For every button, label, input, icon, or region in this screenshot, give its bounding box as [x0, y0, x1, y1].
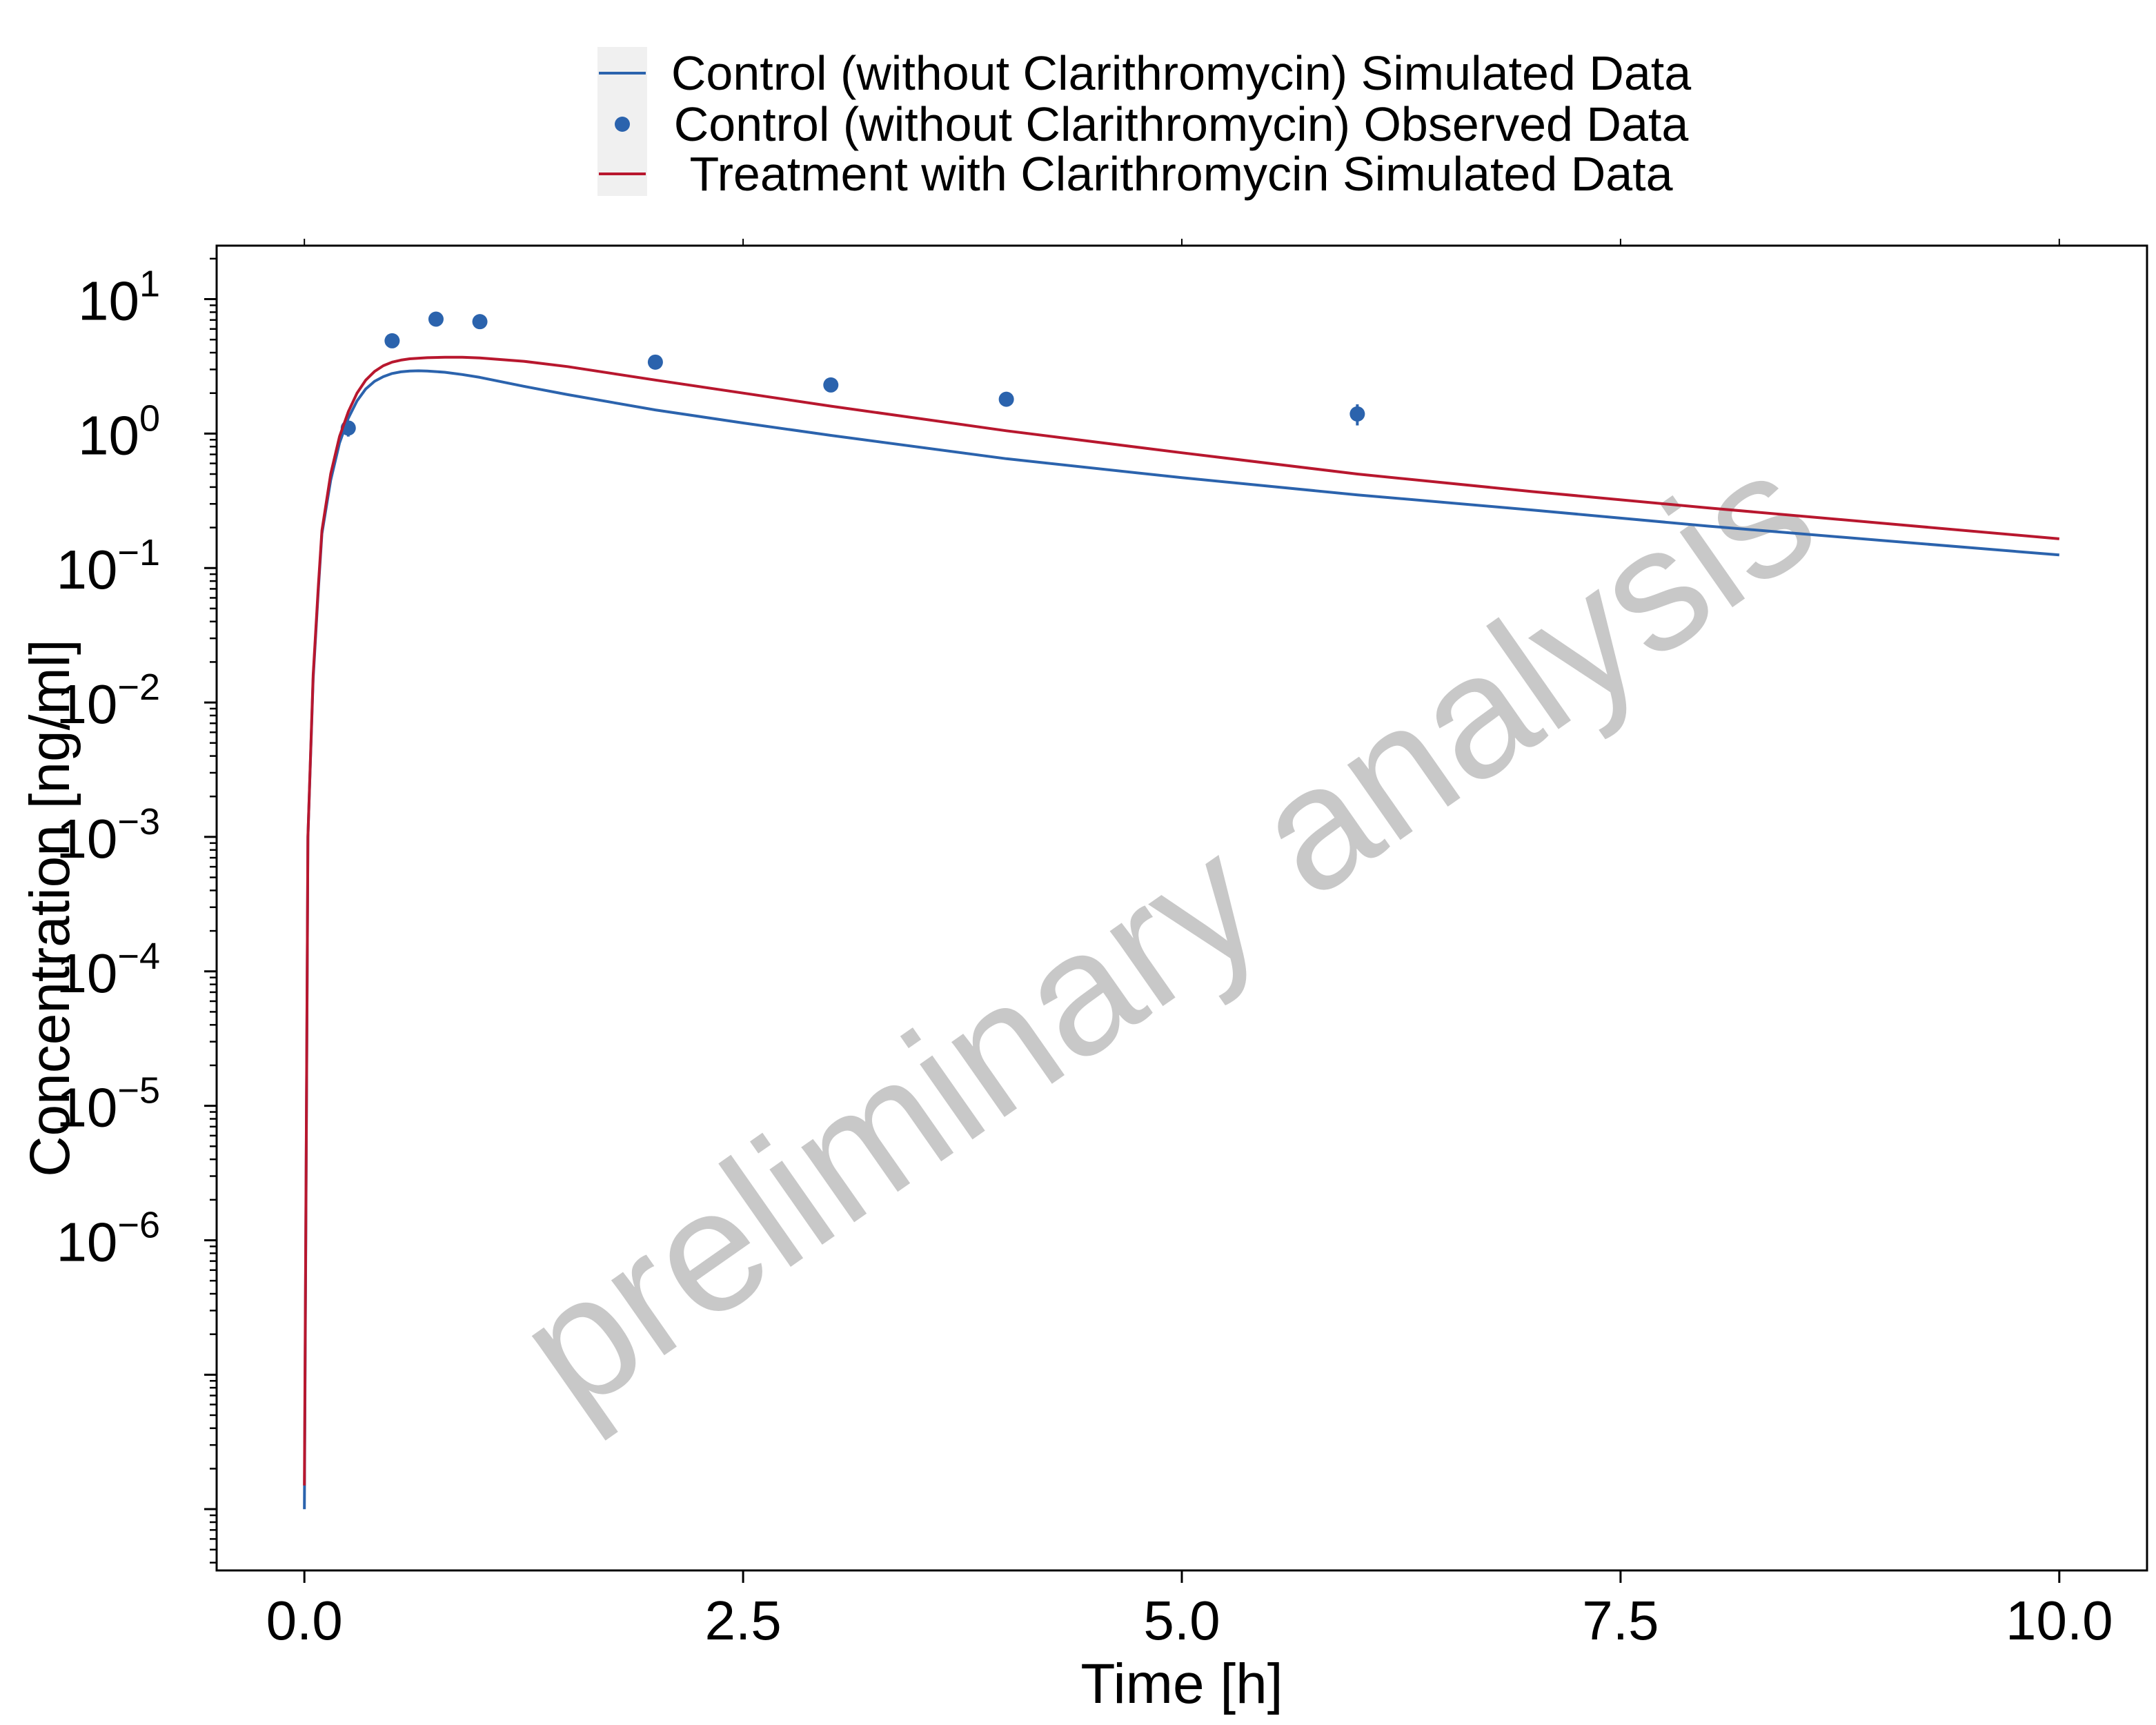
- y-tick-label: 10−6: [56, 1204, 160, 1272]
- series-line-0: [303, 369, 2059, 1510]
- x-tick-label: 7.5: [1582, 1590, 1659, 1651]
- y-tick-label: 100: [78, 397, 160, 466]
- legend-label: Control (without Clarithromycin) Simulat…: [671, 46, 1691, 100]
- observed-point: [384, 333, 400, 348]
- x-axis-title: Time [h]: [1080, 1653, 1283, 1715]
- y-tick-label: 10−5: [56, 1070, 160, 1138]
- legend-label: Treatment with Clarithromycin Simulated …: [689, 147, 1672, 201]
- observed-point: [998, 391, 1014, 407]
- y-axis: 101 100 10−1 10−2 10−3 10−4 10−5 10−6: [56, 257, 217, 1564]
- series-layer: [303, 311, 2059, 1510]
- x-axis: 0.0 2.5 5.0 7.5 10.0: [266, 239, 2113, 1651]
- y-tick-label: 101: [78, 264, 160, 332]
- legend-label: Control (without Clarithromycin) Observe…: [674, 97, 1689, 151]
- observed-point: [823, 377, 839, 393]
- y-tick-label: 10−2: [56, 667, 160, 735]
- y-tick-label: 10−3: [56, 801, 160, 869]
- observed-point: [1349, 406, 1365, 422]
- series-line-2: [303, 355, 2059, 1486]
- x-tick-label: 5.0: [1143, 1590, 1220, 1651]
- observed-point: [428, 311, 444, 327]
- observed-point: [472, 314, 488, 330]
- legend-key-point: [615, 117, 630, 132]
- x-tick-label: 2.5: [704, 1590, 781, 1651]
- x-tick-label: 0.0: [266, 1590, 343, 1651]
- observed-point: [647, 354, 663, 370]
- y-tick-label: 10−1: [56, 532, 160, 600]
- y-axis-title: Concentration [ng/ml]: [19, 639, 81, 1176]
- legend: Control (without Clarithromycin) Simulat…: [599, 46, 1691, 201]
- x-tick-label: 10.0: [2006, 1590, 2113, 1651]
- y-tick-label: 10−4: [56, 936, 160, 1004]
- plot-background: [217, 246, 2147, 1570]
